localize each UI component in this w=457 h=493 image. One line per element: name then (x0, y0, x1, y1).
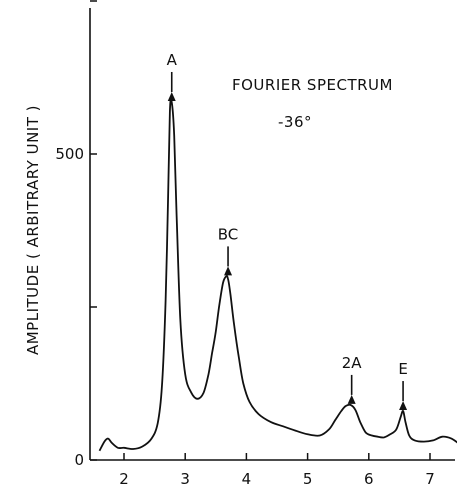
x-tick-label: 4 (242, 470, 252, 488)
peak-marker: 2A (342, 354, 363, 404)
x-tick-label: 5 (303, 470, 313, 488)
peak-arrow-head (224, 266, 233, 276)
chart-subtitle: -36° (278, 113, 312, 131)
y-axis-label: AMPLITUDE ( ARBITRARY UNIT ) (24, 105, 42, 355)
peak-label: 2A (342, 354, 363, 372)
y-tick-label: 500 (55, 145, 84, 163)
x-tick-label: 7 (425, 470, 435, 488)
chart-axes (89, 8, 455, 461)
peak-marker: A (167, 51, 178, 101)
x-tick-label: 2 (119, 470, 129, 488)
peak-marker: BC (218, 225, 239, 276)
x-tick-label: 3 (180, 470, 190, 488)
y-tick-label: 0 (74, 451, 84, 469)
spectrum-line (98, 98, 457, 452)
peak-annotations: A BC 2A E (167, 51, 408, 411)
peak-label: E (398, 360, 407, 378)
peak-arrow-head (399, 401, 408, 411)
peak-marker: E (398, 360, 408, 411)
peak-arrow-head (347, 394, 356, 404)
peak-arrow-head (167, 91, 176, 101)
x-tick-label: 6 (364, 470, 374, 488)
tick-group: 2 3 4 5 6 7 0 500 (55, 0, 435, 488)
peak-label: BC (218, 225, 239, 243)
peak-label: A (167, 51, 178, 69)
chart-title: FOURIER SPECTRUM (232, 76, 393, 94)
plot-area (98, 98, 457, 452)
